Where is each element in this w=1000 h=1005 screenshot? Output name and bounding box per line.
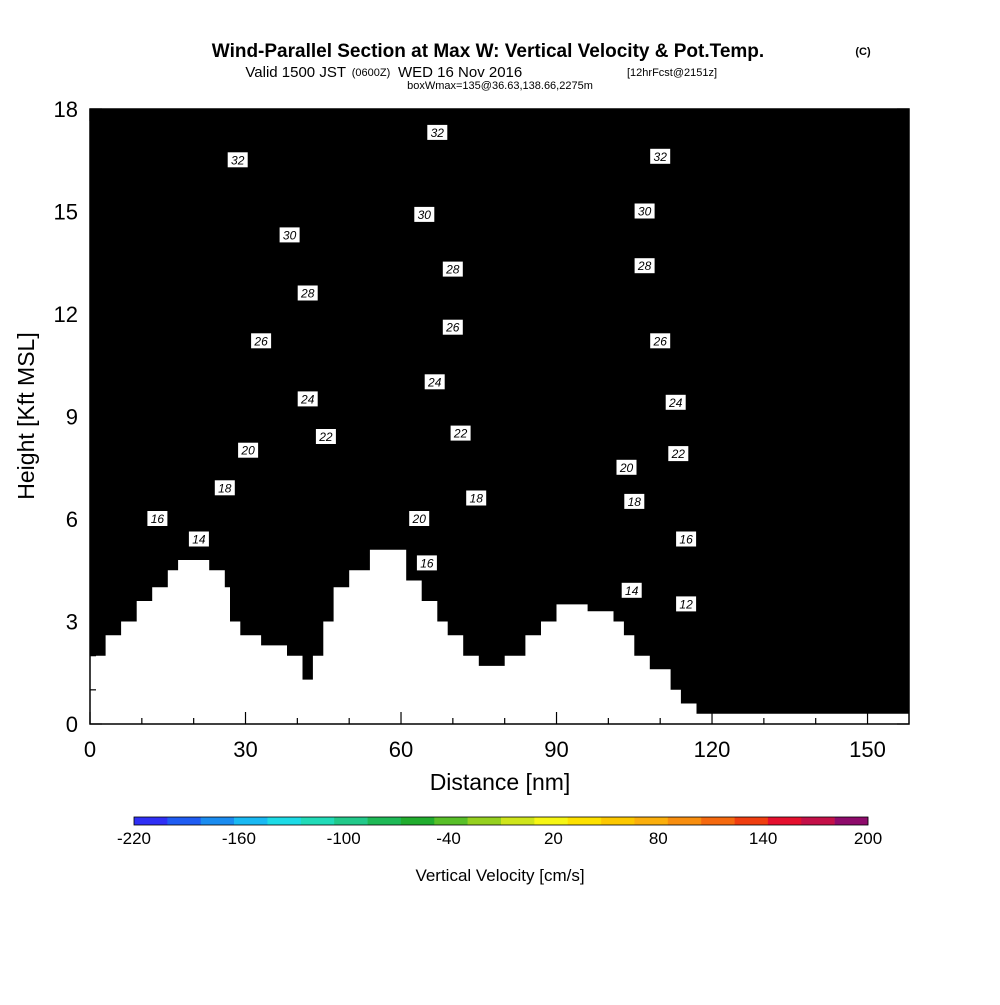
contour-label: 14 <box>622 583 642 598</box>
colorbar-segment <box>334 817 368 825</box>
contour-label: 18 <box>466 491 486 506</box>
x-tick-label: 0 <box>84 737 96 762</box>
y-tick-label: 0 <box>66 712 78 737</box>
colorbar-segment <box>634 817 668 825</box>
colorbar-segment <box>401 817 435 825</box>
colorbar-segment <box>601 817 635 825</box>
chart-subtitle-fcst: [12hrFcst@2151z] <box>627 67 717 79</box>
contour-label: 22 <box>316 429 336 444</box>
colorbar-segment <box>568 817 602 825</box>
chart-subtitle-main: Valid 1500 JST <box>245 64 346 81</box>
contour-label: 22 <box>451 426 471 441</box>
chart-title: Wind-Parallel Section at Max W: Vertical… <box>212 41 764 62</box>
contour-label: 26 <box>443 320 463 335</box>
y-tick-label: 9 <box>66 405 78 430</box>
x-tick-label: 30 <box>233 737 257 762</box>
y-tick-label: 18 <box>54 97 78 122</box>
colorbar-segment <box>134 817 168 825</box>
contour-label: 32 <box>650 149 670 164</box>
contour-label: 24 <box>666 395 686 410</box>
colorbar-segment <box>701 817 735 825</box>
colorbar-segment <box>368 817 402 825</box>
colorbar-segment <box>501 817 535 825</box>
colorbar-segment <box>668 817 702 825</box>
contour-label: 20 <box>617 460 637 475</box>
plot-area: 32 30 28 26 24 22 20 18 16 14 32 30 28 26 24 22 20 18 16 32… <box>90 99 910 725</box>
colorbar-segment <box>468 817 502 825</box>
colorbar-segment <box>434 817 468 825</box>
contour-label: 20 <box>238 443 258 458</box>
contour-label: 32 <box>228 152 248 167</box>
contour-label: 28 <box>298 286 318 301</box>
contour-label: 30 <box>635 204 655 219</box>
x-tick-label: 90 <box>544 737 568 762</box>
contour-label: 24 <box>425 374 445 389</box>
colorbar-segment <box>167 817 201 825</box>
y-tick-label: 6 <box>66 507 78 532</box>
colorbar-label: Vertical Velocity [cm/s] <box>415 866 584 885</box>
colorbar-segment <box>234 817 268 825</box>
contour-label: 28 <box>443 262 463 277</box>
colorbar-tick-label: -220 <box>117 829 151 848</box>
colorbar-segment <box>534 817 568 825</box>
colorbar-segment <box>835 817 869 825</box>
contour-label: 26 <box>650 333 670 348</box>
contour-label: 16 <box>147 511 167 526</box>
colorbar-segment <box>301 817 335 825</box>
contour-label: 12 <box>676 596 696 611</box>
chart-subtitle-date: WED 16 Nov 2016 <box>398 64 522 81</box>
contour-label: 20 <box>409 511 429 526</box>
contour-label: 24 <box>298 391 318 406</box>
y-tick-label: 12 <box>54 302 78 327</box>
chart-subtitle-box: boxWmax=135@36.63,138.66,2275m <box>407 80 593 92</box>
x-tick-label: 60 <box>389 737 413 762</box>
contour-label: 32 <box>427 125 447 140</box>
colorbar-segment <box>768 817 802 825</box>
colorbar-tick-label: -100 <box>327 829 361 848</box>
colorbar-tick-label: 200 <box>854 829 882 848</box>
contour-label: 26 <box>251 333 271 348</box>
colorbar-tick-label: 20 <box>544 829 563 848</box>
contour-label: 14 <box>189 532 209 547</box>
chart-subtitle-utc: (0600Z) <box>352 67 391 79</box>
colorbar-tick-label: -40 <box>436 829 461 848</box>
y-axis-label: Height [Kft MSL] <box>13 332 39 499</box>
colorbar-tick-label: 80 <box>649 829 668 848</box>
colorbar-segment <box>735 817 769 825</box>
x-tick-label: 120 <box>694 737 731 762</box>
colorbar-segment <box>801 817 835 825</box>
colorbar-tick-label: -160 <box>222 829 256 848</box>
contour-label: 30 <box>280 227 300 242</box>
contour-label: 16 <box>676 532 696 547</box>
x-axis-label: Distance [nm] <box>430 769 571 795</box>
contour-label: 18 <box>624 494 644 509</box>
y-tick-label: 15 <box>54 200 78 225</box>
colorbar-segment <box>267 817 301 825</box>
contour-label: 30 <box>414 207 434 222</box>
contour-label: 16 <box>417 555 437 570</box>
colorbar-segment <box>201 817 235 825</box>
x-tick-label: 150 <box>849 737 886 762</box>
contour-label: 18 <box>215 480 235 495</box>
contour-label: 22 <box>668 446 688 461</box>
chart-title-unit: (C) <box>855 46 871 58</box>
y-tick-label: 3 <box>66 610 78 635</box>
colorbar-tick-label: 140 <box>749 829 777 848</box>
colorbar: -220 -160 -100 -40 20 80 140 200 <box>117 817 882 848</box>
contour-label: 28 <box>635 258 655 273</box>
